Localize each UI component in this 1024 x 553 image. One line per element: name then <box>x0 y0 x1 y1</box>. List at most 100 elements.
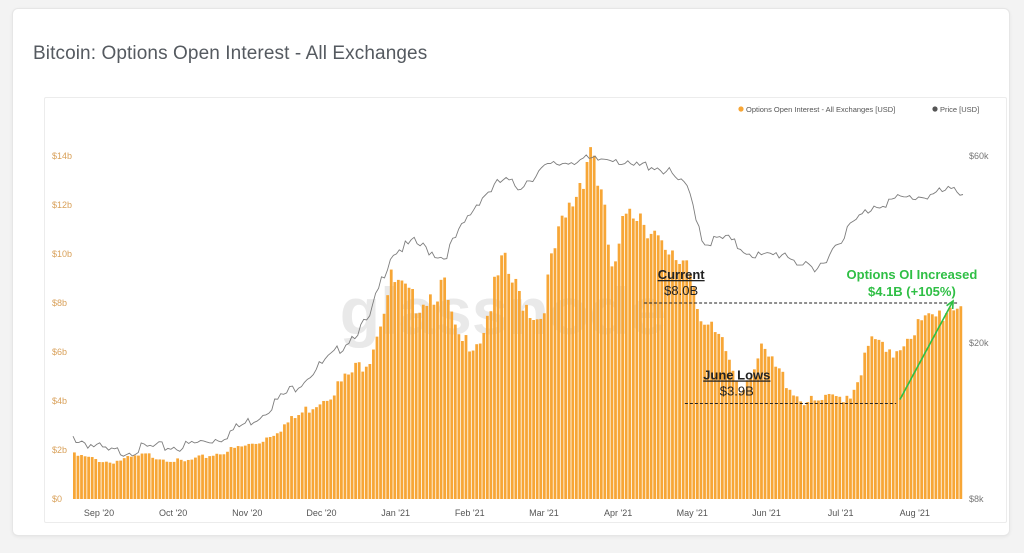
oi-bar <box>443 277 447 499</box>
oi-bar <box>902 346 906 499</box>
x-tick-label: Oct '20 <box>159 508 187 518</box>
oi-bar <box>639 213 642 499</box>
oi-bar <box>290 416 293 499</box>
oi-bar <box>553 248 557 499</box>
y-left-tick-label: $10b <box>52 249 72 259</box>
x-tick-label: Dec '20 <box>306 508 336 518</box>
oi-bar <box>646 238 649 500</box>
oi-bar <box>699 321 703 499</box>
june-lows-label: June Lows <box>703 367 770 382</box>
y-left-tick-label: $2b <box>52 445 67 455</box>
y-left-tick-label: $8b <box>52 298 67 308</box>
oi-bar <box>589 147 592 500</box>
oi-bar <box>813 400 817 499</box>
oi-bar <box>514 278 518 499</box>
oi-bar <box>809 395 813 499</box>
oi-bar <box>496 275 500 499</box>
oi-bar <box>564 217 568 499</box>
oi-bar <box>279 431 283 499</box>
oi-bar <box>948 307 952 499</box>
legend-oi-marker <box>738 106 744 112</box>
legend-price-label: Price [USD] <box>940 105 979 114</box>
oi-bar <box>297 415 301 499</box>
y-left-tick-label: $12b <box>52 200 72 210</box>
oi-bar <box>909 338 913 499</box>
oi-bar <box>838 396 842 499</box>
oi-bar <box>934 316 938 499</box>
oi-bar <box>226 451 229 499</box>
oi-bar <box>407 287 411 499</box>
oi-bar <box>354 362 358 499</box>
options-oi-increased-label: Options OI Increased <box>847 267 978 282</box>
oi-bar <box>325 400 329 499</box>
oi-bar <box>275 433 279 499</box>
oi-bar <box>542 313 546 499</box>
oi-bar <box>781 371 785 499</box>
oi-bar <box>671 250 674 499</box>
oi-bar <box>194 457 197 499</box>
june-lows-value: $3.9B <box>720 383 754 398</box>
oi-bar <box>774 366 778 499</box>
oi-bar <box>372 349 375 499</box>
oi-bar <box>952 310 956 499</box>
oi-bar <box>162 459 165 499</box>
oi-bar <box>742 389 746 499</box>
x-tick-label: Feb '21 <box>455 508 485 518</box>
oi-bar <box>631 218 635 499</box>
oi-bar <box>521 310 525 499</box>
oi-bar <box>112 463 115 499</box>
oi-bar <box>863 352 867 499</box>
oi-bar <box>236 446 240 499</box>
oi-bar <box>518 290 521 499</box>
oi-bar <box>379 326 382 499</box>
oi-bar <box>429 294 432 499</box>
oi-bar <box>574 196 578 499</box>
oi-bar <box>258 443 261 499</box>
oi-bar <box>713 332 717 499</box>
oi-bar <box>137 455 140 499</box>
oi-bar <box>340 381 343 499</box>
oi-bar <box>891 357 895 499</box>
oi-bar <box>343 373 347 499</box>
oi-bar <box>567 202 571 500</box>
oi-bar <box>186 459 190 499</box>
oi-bar <box>485 315 489 499</box>
oi-bar <box>396 279 400 499</box>
oi-bar <box>307 412 311 499</box>
oi-bar <box>204 457 208 499</box>
oi-bar <box>432 304 436 499</box>
oi-bar <box>920 320 924 499</box>
oi-bar <box>169 461 172 499</box>
oi-bar <box>728 359 731 499</box>
oi-bar <box>300 412 304 499</box>
oi-bar <box>322 400 325 499</box>
oi-bar <box>222 454 226 499</box>
oi-bar <box>158 459 162 499</box>
oi-bar <box>87 456 91 499</box>
legend-price-marker <box>932 106 938 112</box>
oi-bar <box>888 349 892 499</box>
oi-bar <box>418 312 422 499</box>
oi-bar <box>874 339 877 499</box>
oi-bar <box>179 459 183 499</box>
oi-bar <box>756 358 760 499</box>
y-left-tick-label: $4b <box>52 396 67 406</box>
oi-bar <box>532 320 536 499</box>
oi-bar <box>916 319 920 499</box>
oi-bar <box>126 456 130 499</box>
oi-bar <box>211 455 215 499</box>
y-right-tick-label: $20k <box>969 338 989 348</box>
oi-bar <box>856 382 859 499</box>
oi-bar <box>507 273 511 499</box>
oi-bar <box>389 269 393 499</box>
oi-bar <box>546 274 550 499</box>
oi-bar <box>692 287 696 499</box>
oi-bar <box>938 310 941 499</box>
oi-bar <box>414 313 418 499</box>
oi-bar <box>73 452 76 499</box>
oi-bar <box>535 319 539 499</box>
oi-bar <box>599 189 603 499</box>
oi-bar <box>866 345 870 499</box>
oi-bar <box>628 208 632 499</box>
oi-bar <box>859 375 863 499</box>
